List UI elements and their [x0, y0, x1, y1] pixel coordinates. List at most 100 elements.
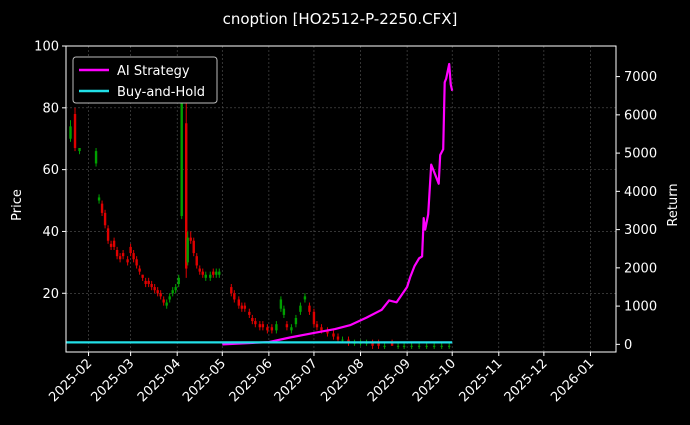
- candle-body: [315, 324, 319, 328]
- candle-body: [312, 311, 316, 325]
- candle-body: [425, 345, 428, 347]
- candle-body: [115, 250, 119, 257]
- candle-body: [189, 237, 192, 241]
- y-tick-label-left: 40: [42, 225, 59, 240]
- candle-body: [209, 274, 212, 278]
- legend-label-ai-strategy: AI Strategy: [117, 64, 190, 79]
- x-tick-label: 2025-11: [457, 356, 506, 405]
- legend-label-buy-and-hold: Buy-and-Hold: [117, 85, 205, 100]
- candle-body: [180, 83, 183, 216]
- y-tick-label-right: 3000: [624, 223, 657, 238]
- candle-body: [251, 318, 254, 322]
- candle-body: [174, 287, 177, 291]
- candle-body: [240, 305, 244, 309]
- y-tick-label-right: 6000: [624, 108, 657, 123]
- candle-body: [186, 237, 189, 263]
- candle-body: [195, 256, 198, 266]
- candle-body: [294, 318, 298, 325]
- y-tick-label-left: 80: [42, 101, 59, 116]
- y-tick-label-right: 0: [624, 338, 632, 353]
- y-tick-label-left: 60: [42, 163, 59, 178]
- candle-body: [97, 197, 101, 201]
- candle-body: [347, 339, 350, 343]
- candle-body: [279, 299, 283, 309]
- candle-body: [371, 342, 374, 346]
- candle-body: [417, 345, 421, 347]
- candle-body: [332, 333, 335, 337]
- y-tick-label-left: 100: [34, 40, 59, 55]
- y-tick-label-left: 20: [42, 287, 59, 302]
- candle-body: [177, 277, 180, 284]
- candle-body: [141, 274, 144, 278]
- candle-body: [198, 268, 201, 272]
- candle-body: [185, 123, 188, 269]
- y-tick-label-right: 7000: [624, 70, 657, 85]
- y-axis-label-left: Price: [10, 189, 25, 221]
- candle-body: [377, 342, 380, 346]
- candle-body: [270, 327, 274, 331]
- candle-body: [168, 296, 171, 300]
- candle-body: [73, 114, 77, 148]
- candle-body: [212, 271, 215, 275]
- candle-body: [248, 311, 251, 315]
- y-tick-label-right: 2000: [624, 261, 657, 276]
- candle-body: [159, 293, 162, 297]
- candle-body: [261, 324, 265, 328]
- candle-body: [94, 151, 98, 164]
- x-tick-label: 2025-05: [180, 356, 229, 405]
- return-lines: [66, 62, 454, 346]
- candle-body: [282, 308, 286, 315]
- x-tick-label: 2025-09: [365, 356, 414, 405]
- candle-body: [303, 296, 307, 300]
- x-tick-label: 2025-08: [318, 356, 367, 405]
- x-tick-label: 2025-04: [135, 356, 184, 405]
- candle-body: [233, 293, 236, 300]
- candle-body: [254, 321, 257, 325]
- candle-body: [153, 287, 156, 291]
- candle-body: [275, 324, 278, 331]
- candle-body: [171, 290, 174, 294]
- x-tick-label: 2025-03: [88, 356, 137, 405]
- candle-body: [285, 324, 289, 328]
- candle-body: [156, 290, 159, 294]
- candle-body: [201, 271, 204, 275]
- x-tick-label: 2025-06: [227, 356, 276, 405]
- legend: AI Strategy Buy-and-Hold: [72, 56, 218, 104]
- candle-body: [390, 342, 394, 346]
- candle-body: [326, 330, 329, 334]
- y-axis-label-right: Return: [666, 183, 681, 226]
- x-tick-label: 2025-12: [502, 356, 551, 405]
- candle-body: [341, 339, 344, 341]
- candle-body: [109, 243, 113, 247]
- candle-body: [192, 240, 195, 254]
- candle-body: [126, 259, 129, 263]
- candle-body: [162, 299, 165, 303]
- series-line-ai-strategy: [222, 62, 454, 346]
- candle-body: [129, 246, 132, 254]
- candle-body: [299, 305, 302, 312]
- candle-body: [132, 253, 135, 260]
- candle-body: [410, 345, 413, 347]
- candle-body: [69, 126, 72, 139]
- candle-body: [135, 259, 138, 266]
- grid-lines: [66, 45, 616, 352]
- candle-body: [243, 305, 247, 309]
- candle-body: [308, 305, 311, 312]
- plot-frame: [65, 45, 617, 353]
- x-tick-label: 2025-02: [46, 356, 95, 405]
- y-tick-label-right: 4000: [624, 185, 657, 200]
- candle-body: [237, 299, 241, 306]
- candle-body: [103, 212, 107, 226]
- candle-body: [230, 287, 233, 294]
- candle-body: [78, 148, 81, 152]
- candle-body: [112, 240, 116, 247]
- price-candles: [69, 70, 451, 349]
- candle-body: [100, 203, 104, 213]
- candle-body: [147, 280, 150, 284]
- candle-body: [165, 302, 168, 306]
- candle-body: [215, 271, 218, 275]
- candle-body: [383, 345, 386, 347]
- candle-body: [320, 327, 323, 331]
- candle-body: [204, 274, 207, 278]
